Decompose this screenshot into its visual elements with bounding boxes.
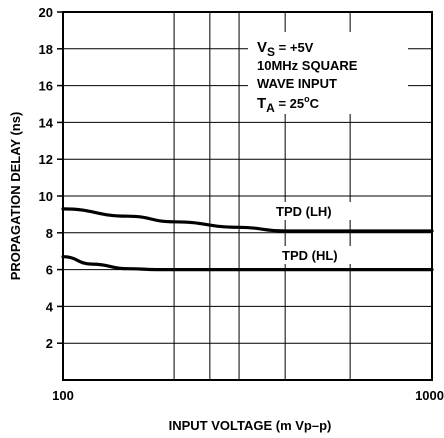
annotation-background — [248, 32, 408, 114]
annotation-ambient-temp: TA = 25oC — [257, 94, 320, 115]
series-layer — [61, 207, 434, 272]
series-line-tpd-lh — [61, 207, 434, 233]
series-line-tpd-hl — [61, 255, 434, 272]
y-tick-label-18: 18 — [39, 42, 53, 57]
series-labels: TPD (LH) TPD (HL) — [270, 202, 354, 264]
x-tick-label-1000: 1000 — [415, 388, 444, 403]
y-tick-label-12: 12 — [39, 152, 53, 167]
x-tick-label-100: 100 — [52, 388, 74, 403]
y-tick-label-20: 20 — [39, 5, 53, 20]
y-tick-label-14: 14 — [39, 115, 54, 130]
grid-layer — [63, 12, 432, 380]
y-tick-label-8: 8 — [46, 226, 53, 241]
series-label-bg-hl — [276, 246, 354, 264]
y-tick-label-10: 10 — [39, 189, 53, 204]
conditions-annotation: VS = +5V 10MHz SQUARE WAVE INPUT TA = 25… — [248, 32, 408, 115]
y-tick-label-2: 2 — [46, 336, 53, 351]
series-label-tpd-lh: TPD (LH) — [276, 204, 332, 219]
series-label-bg-lh — [270, 202, 354, 220]
tick-layer: 2 4 6 8 10 12 14 16 18 20 100 1000 — [39, 5, 444, 403]
annotation-supply-voltage: VS = +5V — [257, 39, 314, 59]
y-tick-label-4: 4 — [46, 299, 54, 314]
x-axis-title: INPUT VOLTAGE (m Vp–p) — [169, 418, 332, 433]
annotation-frequency: 10MHz SQUARE — [257, 58, 358, 73]
y-axis-title: PROPAGATION DELAY (ns) — [8, 112, 23, 281]
y-tick-label-6: 6 — [46, 263, 53, 278]
y-tick-label-16: 16 — [39, 79, 53, 94]
annotation-wave-input: WAVE INPUT — [257, 76, 337, 91]
series-label-tpd-hl: TPD (HL) — [282, 248, 338, 263]
